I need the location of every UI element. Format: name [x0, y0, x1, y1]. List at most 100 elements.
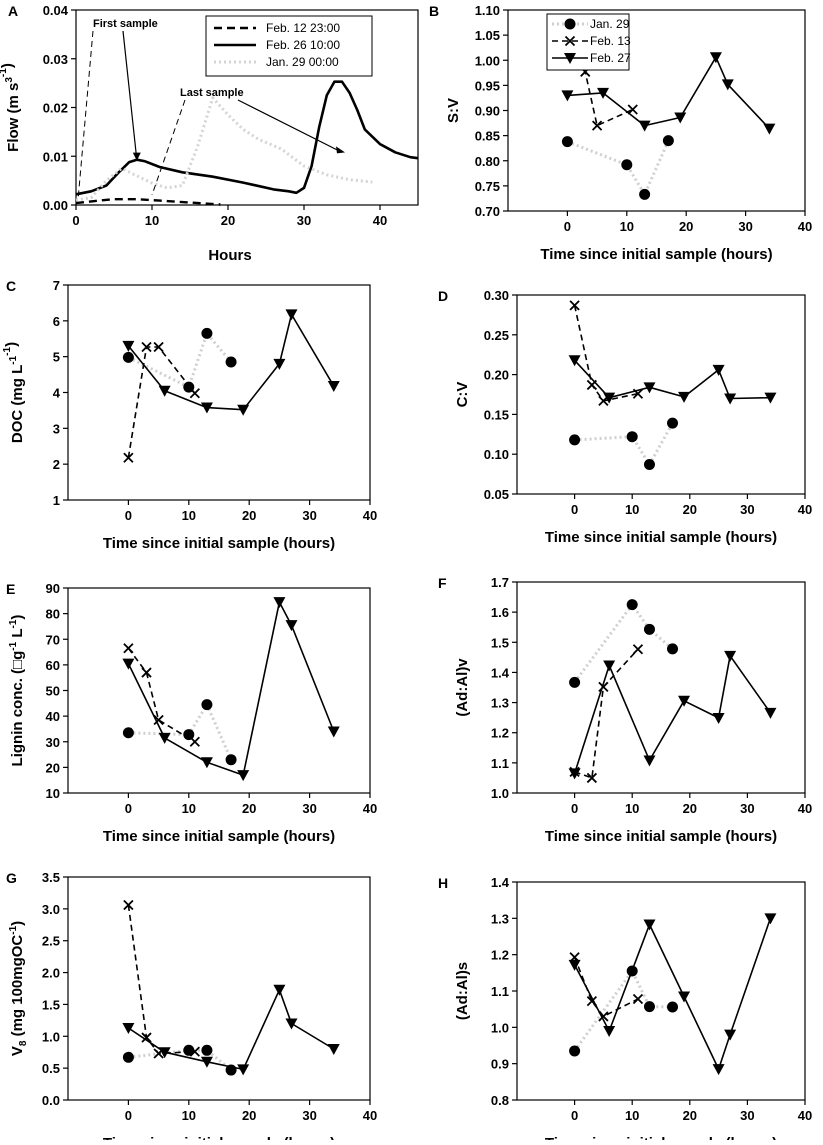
series-line-feb-13: [127, 346, 196, 458]
y-axis-label: C:V: [454, 382, 471, 408]
x-tick-label: 30: [740, 801, 754, 816]
x-tick-label: 30: [738, 219, 752, 234]
x-tick-label: 10: [145, 213, 159, 228]
data-point-feb-27: [158, 1047, 171, 1059]
series-line-jan-29-00-00: [75, 96, 373, 202]
series-line-jan-29: [566, 140, 670, 196]
panel-g: 0 10 20 30 40 0.0 0.5 1.0 1.5 2.0 2.5 3.0 3.5 G Time s…: [6, 870, 377, 1145]
series-feb-13: [123, 341, 200, 463]
data-point-feb-27: [712, 1064, 725, 1076]
series-jan-29: [569, 599, 679, 688]
data-point-feb-27: [764, 913, 777, 925]
x-tick-label: 30: [740, 502, 754, 517]
tspan: Flow (m: [5, 95, 22, 152]
data-point-feb-27: [712, 364, 725, 376]
data-point-feb-27: [122, 340, 135, 352]
y-tick-label: 0.10: [484, 447, 509, 462]
data-point-jan-29: [643, 623, 655, 635]
series-feb-12-23-00: [75, 197, 221, 206]
x-axis-label: Time since initial sample (hours): [540, 246, 772, 263]
data-point-feb-27: [285, 1018, 298, 1030]
y-tick-label: 0.04: [43, 3, 69, 18]
panel-label: G: [6, 870, 17, 886]
y-tick-label: 0.80: [475, 154, 500, 169]
panel-d: 0 10 20 30 40 0.05 0.10 0.15 0.20 0.25 0.30 D Time s…: [438, 288, 812, 546]
data-point-feb-27: [638, 120, 651, 132]
superscript: -1: [8, 619, 19, 628]
data-point-feb-27: [643, 919, 656, 931]
y-tick-label: 1.3: [491, 696, 509, 711]
data-point-feb-27: [721, 79, 734, 91]
annotation-last-sample: Last sample: [180, 87, 244, 99]
subscript: 8: [18, 1040, 29, 1046]
y-tick-label: 1.4: [491, 875, 510, 890]
y-tick-label: 0.90: [475, 104, 500, 119]
data-point-jan-29: [667, 1001, 679, 1013]
micro-symbol-glyph: □: [9, 660, 26, 669]
series-feb-13: [123, 899, 200, 1059]
x-tick-label: 40: [363, 801, 377, 816]
y-tick-label: 1.10: [475, 3, 500, 18]
series-jan-29: [122, 1044, 237, 1076]
data-point-jan-29: [621, 159, 633, 171]
data-point-jan-29: [569, 676, 581, 688]
x-axis-label: Hours: [208, 247, 251, 264]
data-point-feb-27: [568, 355, 581, 367]
y-tick-label: 0.05: [484, 487, 509, 502]
plot-frame: [67, 876, 371, 1101]
data-point-feb-27: [122, 658, 135, 670]
x-tick-label: 20: [242, 508, 256, 523]
data-point-feb-27: [678, 695, 691, 707]
series-jan-29-00-00: [75, 96, 373, 202]
x-tick-label: 20: [679, 219, 693, 234]
x-tick-label: 40: [798, 801, 812, 816]
x-tick-label: 30: [297, 213, 311, 228]
data-point-feb-27: [327, 1044, 340, 1056]
series-line-feb-12-23-00: [75, 197, 221, 206]
annotation-dash-line: [77, 30, 94, 201]
y-tick-label: 6: [53, 314, 60, 329]
y-tick-label: 1.00: [475, 53, 500, 68]
series-line-jan-29: [574, 422, 674, 466]
panel-label: E: [6, 581, 15, 597]
y-tick-label: 0.30: [484, 288, 509, 303]
y-tick-label: 1.2: [491, 948, 509, 963]
y-axis-label: Lignin conc. (□g-1 L-1): [8, 615, 26, 767]
x-tick-label: 0: [571, 502, 578, 517]
data-point-feb-27: [158, 732, 171, 744]
y-tick-label: 1.1: [491, 756, 509, 771]
panel-h: 0 10 20 30 40 0.8 0.9 1.0 1.1 1.2 1.3 1.4 H Time sinc…: [438, 875, 812, 1145]
series-line-feb-13: [573, 305, 639, 402]
legend-label: Jan. 29 00:00: [266, 55, 339, 69]
y-tick-label: 7: [53, 278, 60, 293]
series-jan-29: [569, 965, 679, 1057]
annotation-arrow: [122, 30, 138, 160]
data-point-jan-29: [643, 459, 655, 471]
x-tick-label: 40: [798, 502, 812, 517]
y-axis-label: Flow (m s3-1): [0, 63, 22, 152]
tspan: DOC (mg: [9, 378, 26, 443]
data-point-jan-29: [662, 135, 674, 147]
series-line-jan-29: [127, 331, 233, 389]
x-tick-label: 40: [798, 1108, 812, 1123]
y-tick-label: 0.25: [484, 328, 509, 343]
data-point-jan-29: [201, 327, 213, 339]
data-point-feb-27: [327, 726, 340, 738]
data-point-feb-27: [678, 391, 691, 403]
y-tick-label: 2.0: [42, 966, 60, 981]
x-axis-label: Time since initial sample (hours): [545, 828, 777, 845]
legend-label: Jan. 29: [590, 17, 630, 31]
data-point-feb-13: [153, 341, 164, 353]
plot-frame: [67, 587, 371, 794]
y-tick-label: 4: [53, 386, 61, 401]
data-point-feb-27: [724, 650, 737, 662]
legend-label: Feb. 27: [590, 51, 631, 65]
data-point-feb-13: [591, 120, 603, 131]
series-feb-13: [569, 300, 644, 407]
x-tick-label: 10: [625, 1108, 639, 1123]
data-point-jan-29: [122, 1051, 134, 1063]
data-point-feb-27: [122, 1023, 135, 1035]
y-tick-label: 0.15: [484, 407, 509, 422]
x-tick-label: 0: [125, 801, 132, 816]
data-point-feb-27: [603, 660, 616, 672]
